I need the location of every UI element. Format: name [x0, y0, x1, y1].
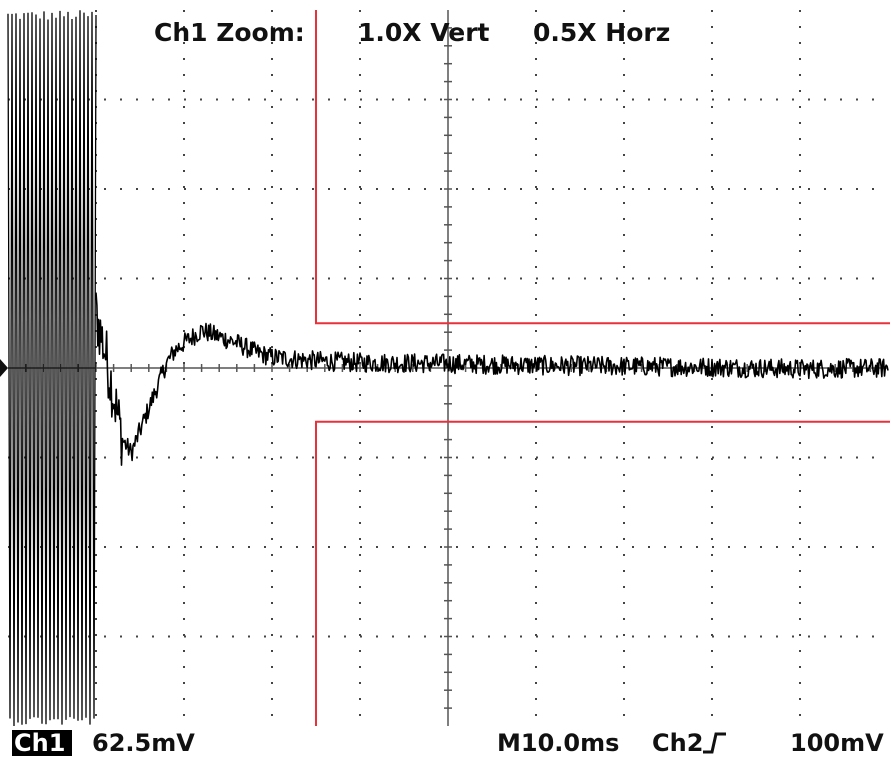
channel-badge: Ch1: [14, 729, 65, 757]
ground-marker-arrow: [0, 359, 8, 377]
channel-badge-background: [12, 730, 72, 756]
zoom-vertical-factor: 1.0X Vert: [358, 18, 490, 47]
channel-scale: 62.5mV: [92, 729, 195, 757]
ch1-settling-segment: [95, 292, 889, 466]
zoom-window-bottom-edge: [315, 420, 890, 726]
zoom-window-outline: [315, 10, 890, 726]
ground-level-marker: [0, 359, 8, 377]
rising-edge-icon: [703, 732, 726, 754]
ch1-burst-segment: [7, 10, 97, 727]
zoom-window-top-edge: [315, 10, 890, 325]
timebase-readout: M10.0ms: [497, 729, 619, 757]
zoom-horizontal-factor: 0.5X Horz: [533, 18, 670, 47]
ch1-waveform: [7, 10, 889, 727]
trigger-level: 100mV: [790, 729, 884, 757]
trigger-source: Ch2: [652, 729, 703, 757]
zoom-channel-label: Ch1 Zoom:: [154, 18, 305, 47]
